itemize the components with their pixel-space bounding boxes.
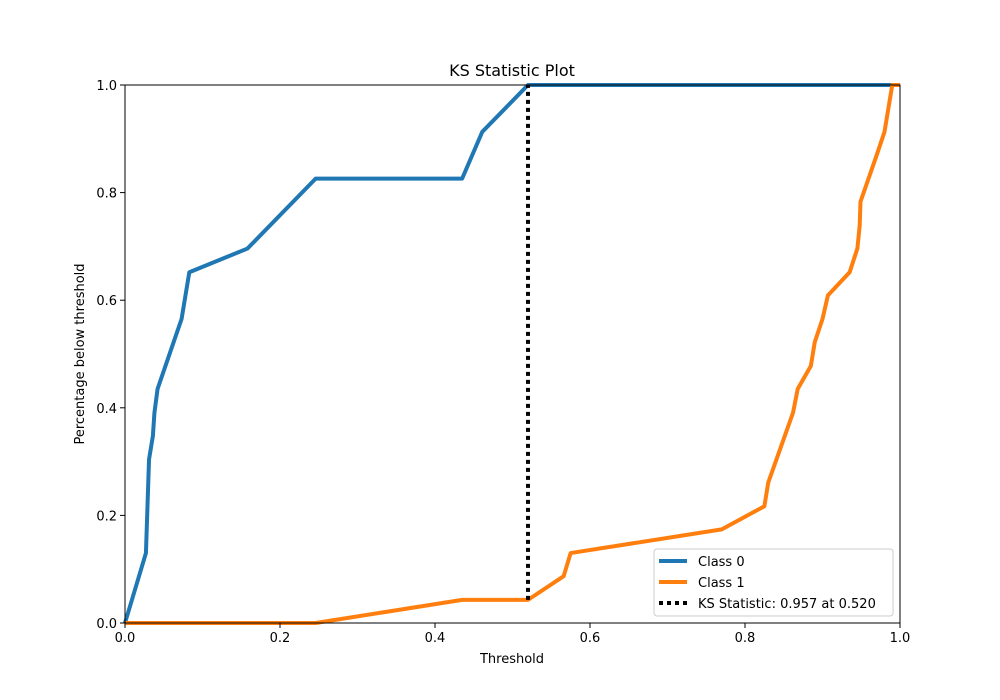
legend: Class 0 Class 1 KS Statistic: 0.957 at 0.5… — [653, 548, 894, 617]
y-tick-label: 0.8 — [96, 187, 117, 202]
series-line-class-1 — [125, 83, 900, 625]
chart-title: KS Statistic Plot — [449, 61, 575, 80]
series-line-class-0 — [123, 83, 900, 624]
y-axis-label: Percentage below threshold — [73, 263, 88, 444]
x-axis: 0.0 0.2 0.4 0.6 0.8 1.0 — [115, 623, 911, 646]
y-tick-label: 0.2 — [96, 509, 117, 524]
legend-box — [653, 548, 894, 617]
x-tick-label: 1.0 — [890, 631, 911, 646]
x-tick-label: 0.2 — [270, 631, 291, 646]
x-axis-label: Threshold — [479, 652, 544, 667]
y-tick-label: 0.4 — [96, 402, 117, 417]
y-tick-label: 1.0 — [96, 79, 117, 94]
plot-area — [123, 83, 900, 625]
y-tick-label: 0.6 — [96, 294, 117, 309]
legend-entry-label: Class 0 — [698, 555, 745, 570]
x-tick-label: 0.6 — [580, 631, 601, 646]
legend-entry-label: Class 1 — [698, 576, 745, 591]
y-axis: 0.0 0.2 0.4 0.6 0.8 1.0 — [96, 79, 125, 632]
x-tick-label: 0.4 — [425, 631, 446, 646]
plot-frame — [124, 84, 901, 624]
x-tick-label: 0.8 — [735, 631, 756, 646]
x-tick-label: 0.0 — [115, 631, 136, 646]
y-tick-label: 0.0 — [96, 617, 117, 632]
legend-entry-label: KS Statistic: 0.957 at 0.520 — [698, 597, 876, 612]
